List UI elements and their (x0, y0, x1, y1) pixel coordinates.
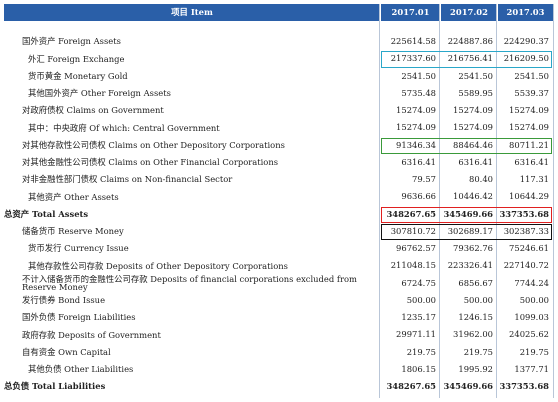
row-value: 75246.61 (509, 243, 549, 253)
row-value: 91346.34 (396, 139, 436, 150)
row-value: 9636.66 (401, 191, 436, 202)
row-value: 7744.24 (514, 277, 549, 288)
row-value: 217337.60 (390, 53, 436, 64)
highlight-box (381, 137, 552, 154)
row-value: 337353.68 (499, 381, 549, 391)
row-value: 24025.62 (509, 329, 549, 340)
column-divider (496, 4, 497, 398)
row-value: 2541.50 (401, 70, 436, 81)
row-label: 总资产 Total Assets (4, 208, 89, 219)
row-label: 货币发行 Currency Issue (28, 243, 129, 254)
row-value: 96762.57 (396, 243, 436, 253)
row-label: 对政府债权 Claims on Government (22, 105, 164, 116)
row-value: 6856.67 (458, 277, 493, 288)
highlight-box (381, 223, 552, 240)
row-label: 总负债 Total Liabilities (4, 381, 106, 392)
row-label: 货币黄金 Monetary Gold (28, 70, 128, 81)
row-label: 发行债券 Bond Issue (22, 295, 106, 306)
row-value: 1377.71 (514, 363, 549, 374)
row-value: 80711.21 (509, 139, 549, 150)
row-value: 1995.92 (458, 363, 493, 374)
row-value: 307810.72 (390, 225, 436, 236)
row-value: 227140.72 (503, 260, 549, 271)
row-value: 6724.75 (401, 277, 436, 288)
row-value: 302387.33 (503, 225, 549, 236)
row-value: 5735.48 (401, 87, 436, 98)
row-value: 219.75 (519, 346, 549, 357)
row-value: 348267.65 (386, 381, 436, 391)
column-divider (439, 4, 440, 398)
row-value: 211048.15 (390, 260, 436, 271)
row-value: 219.75 (463, 346, 493, 357)
row-value: 1099.03 (514, 312, 549, 322)
row-value: 500.00 (463, 294, 493, 305)
row-label: 外汇 Foreign Exchange (28, 53, 125, 64)
row-value: 345469.66 (443, 381, 493, 391)
row-value: 15274.09 (396, 105, 436, 115)
row-value: 302689.17 (447, 225, 493, 236)
row-label: 其他资产 Other Assets (28, 191, 119, 202)
row-value: 216756.41 (447, 53, 493, 64)
column-divider (553, 4, 554, 398)
row-value: 216209.50 (503, 53, 549, 64)
row-label: 对其他金融性公司债权 Claims on Other Financial Cor… (22, 157, 279, 168)
row-value: 79.57 (412, 174, 436, 184)
row-label: 对非金融性部门债权 Claims on Non-financial Sector (22, 174, 233, 185)
header-period: 2017.03 (498, 4, 553, 21)
highlight-box (381, 206, 552, 223)
row-value: 500.00 (406, 294, 436, 305)
row-label: 不计入储备货币的金融性公司存款 Deposits of financial co… (22, 274, 357, 292)
row-value: 1806.15 (401, 363, 436, 374)
row-value: 337353.68 (499, 208, 549, 219)
column-divider (379, 4, 380, 398)
row-value: 1235.17 (401, 312, 436, 322)
row-value: 15274.09 (396, 122, 436, 133)
row-value: 31962.00 (453, 329, 493, 340)
row-value: 15274.09 (509, 122, 549, 133)
row-value: 345469.66 (443, 208, 493, 219)
row-value: 225614.58 (390, 36, 436, 46)
row-value: 5589.95 (458, 87, 493, 98)
row-value: 2541.50 (514, 70, 549, 81)
row-value: 224290.37 (503, 36, 549, 46)
row-label: 政府存款 Deposits of Government (22, 329, 161, 340)
row-value: 219.75 (406, 346, 436, 357)
row-value: 79362.76 (453, 243, 493, 253)
row-value: 5539.37 (514, 87, 549, 98)
row-value: 88464.46 (453, 139, 493, 150)
row-value: 15274.09 (453, 105, 493, 115)
row-label: 其他存款性公司存款 Deposits of Other Depository C… (28, 260, 288, 271)
row-label: 其他国外资产 Other Foreign Assets (28, 88, 171, 99)
row-value: 2541.50 (458, 70, 493, 81)
highlight-box (381, 51, 552, 68)
row-value: 223326.41 (447, 260, 493, 271)
row-label: 自有资金 Own Capital (22, 346, 111, 357)
row-label: 对其他存款性公司债权 Claims on Other Depository Co… (22, 139, 285, 150)
row-label: 国外资产 Foreign Assets (22, 36, 121, 47)
row-value: 1246.15 (458, 312, 493, 322)
row-label: 其他负债 Other Liabilities (28, 364, 134, 375)
row-value: 500.00 (519, 294, 549, 305)
row-value: 348267.65 (386, 208, 436, 219)
row-label: 国外负债 Foreign Liabilities (22, 312, 136, 323)
row-value: 224887.86 (447, 36, 493, 46)
row-value: 6316.41 (401, 156, 436, 167)
row-value: 80.40 (469, 174, 493, 184)
row-value: 10446.42 (453, 191, 493, 202)
row-value: 15274.09 (509, 105, 549, 115)
header-period: 2017.02 (441, 4, 497, 21)
row-value: 6316.41 (514, 156, 549, 167)
row-value: 117.31 (519, 174, 549, 184)
row-label: 其中：中央政府 Of which: Central Government (28, 122, 220, 133)
row-label: 储备货币 Reserve Money (22, 226, 124, 237)
row-value: 15274.09 (453, 122, 493, 133)
header-item: 项目 Item (4, 4, 380, 21)
row-value: 29971.11 (396, 329, 436, 340)
row-value: 6316.41 (458, 156, 493, 167)
header-period: 2017.01 (381, 4, 440, 21)
row-value: 10644.29 (509, 191, 549, 202)
